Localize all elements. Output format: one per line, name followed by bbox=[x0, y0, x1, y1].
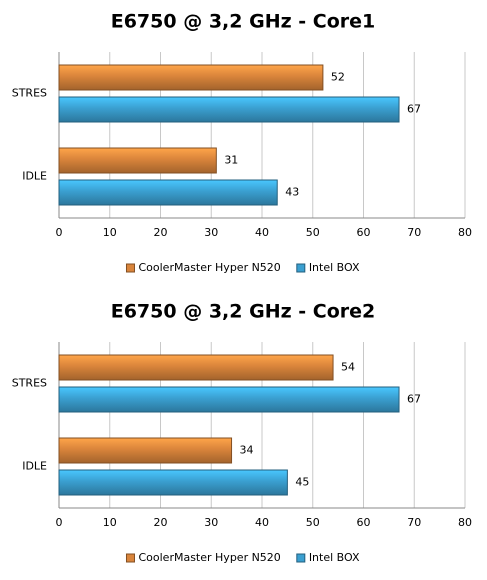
x-tick-label: 10 bbox=[103, 226, 117, 239]
value-label: 54 bbox=[341, 361, 355, 374]
y-tick-label: IDLE bbox=[22, 460, 47, 473]
x-tick-label: 80 bbox=[458, 226, 472, 239]
x-tick-label: 30 bbox=[204, 226, 218, 239]
value-label: 31 bbox=[224, 154, 238, 167]
value-label: 34 bbox=[240, 444, 254, 457]
y-tick-label: STRES bbox=[12, 377, 47, 390]
x-tick-label: 0 bbox=[56, 516, 63, 529]
bar bbox=[58, 354, 334, 381]
x-tick-label: 40 bbox=[255, 516, 269, 529]
legend-label: Intel BOX bbox=[309, 261, 360, 274]
bar bbox=[58, 96, 400, 123]
x-tick-label: 70 bbox=[407, 226, 421, 239]
bar bbox=[58, 64, 324, 91]
legend-label: Intel BOX bbox=[309, 551, 360, 564]
chart-title: E6750 @ 3,2 GHz - Core2 bbox=[111, 301, 376, 323]
legend-swatch bbox=[125, 553, 135, 563]
x-tick-label: 20 bbox=[154, 226, 168, 239]
x-tick-label: 20 bbox=[154, 516, 168, 529]
x-tick-label: 50 bbox=[306, 516, 320, 529]
legend-swatch bbox=[125, 263, 135, 273]
bar bbox=[58, 437, 233, 464]
value-label: 45 bbox=[295, 476, 309, 489]
x-tick-label: 50 bbox=[306, 226, 320, 239]
bar bbox=[58, 469, 288, 496]
legend-label: CoolerMaster Hyper N520 bbox=[138, 261, 280, 274]
x-tick-label: 60 bbox=[357, 226, 371, 239]
legend-label: CoolerMaster Hyper N520 bbox=[138, 551, 280, 564]
legend-swatch bbox=[296, 263, 306, 273]
x-tick-label: 60 bbox=[357, 516, 371, 529]
bar bbox=[58, 386, 400, 413]
x-tick-label: 70 bbox=[407, 516, 421, 529]
bar bbox=[58, 179, 278, 206]
y-tick-label: IDLE bbox=[22, 170, 47, 183]
x-tick-label: 0 bbox=[56, 226, 63, 239]
y-tick-label: STRES bbox=[12, 87, 47, 100]
value-label: 67 bbox=[407, 103, 421, 116]
x-tick-label: 40 bbox=[255, 226, 269, 239]
legend-swatch bbox=[296, 553, 306, 563]
value-label: 52 bbox=[331, 71, 345, 84]
x-tick-label: 80 bbox=[458, 516, 472, 529]
value-label: 67 bbox=[407, 393, 421, 406]
x-tick-label: 10 bbox=[103, 516, 117, 529]
chart-title: E6750 @ 3,2 GHz - Core1 bbox=[111, 11, 376, 33]
x-tick-label: 30 bbox=[204, 516, 218, 529]
bar bbox=[58, 147, 217, 174]
value-label: 43 bbox=[285, 186, 299, 199]
